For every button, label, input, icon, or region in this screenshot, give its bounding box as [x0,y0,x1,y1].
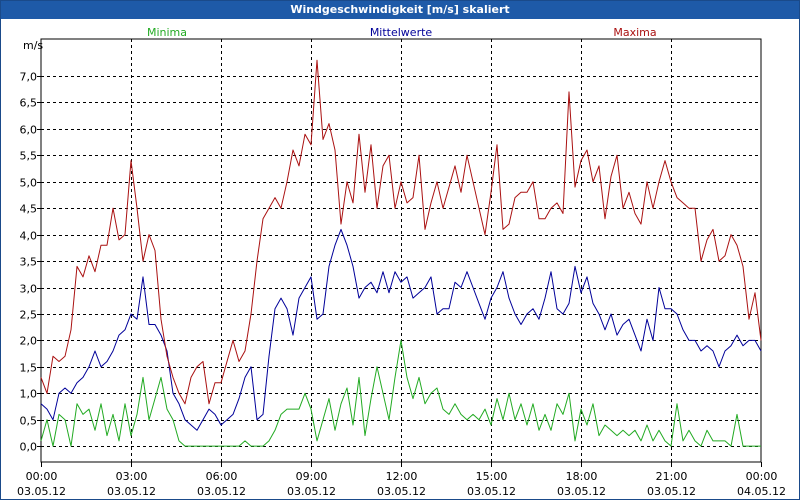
x-tick-date-label: 03.05.12 [647,485,696,498]
legend-entry-mittelwerte: Mittelwerte [370,26,433,39]
x-tick-time-label: 00:00 [746,470,778,483]
series-line-mittelwerte [40,228,762,431]
x-tick-time-label: 21:00 [656,470,688,483]
wind-speed-chart: 0,0 0,5 1,0 1,5 2,0 2,5 3,0 3,5 4,0 4,5 5,0 5,5 6,0 6… [17,26,786,498]
x-tick-date-label: 03.05.12 [197,485,246,498]
x-tick-time-label: 09:00 [296,470,328,483]
axis-layer: 0,0 0,5 1,0 1,5 2,0 2,5 3,0 3,5 4,0 4,5 5,0 5,5 6,0 6… [17,39,786,498]
x-tick-time-label: 15:00 [476,470,508,483]
chart-area: 0,0 0,5 1,0 1,5 2,0 2,5 3,0 3,5 4,0 4,5 5,0 5,5 6,0 6… [1,19,799,499]
y-tick-label: 6,0 [20,124,38,137]
series-layer [40,59,762,447]
x-tick-time-label: 03:00 [116,470,148,483]
y-tick-label: 1,0 [20,388,38,401]
x-tick-time-label: 12:00 [386,470,418,483]
x-tick-time-label: 06:00 [206,470,238,483]
y-tick-label: 5,0 [20,177,38,190]
series-line-minima [40,339,761,447]
y-tick-label: 3,5 [20,256,38,269]
y-tick-label: 1,5 [20,362,38,375]
x-tick-date-label: 04.05.12 [737,485,786,498]
grid-layer [40,38,762,463]
x-tick-date-label: 03.05.12 [377,485,426,498]
y-tick-label: 7,0 [20,71,38,84]
legend-layer: Minima Mittelwerte Maxima [147,26,657,39]
y-tick-label: 4,5 [20,203,38,216]
y-tick-label: 2,5 [20,309,38,322]
y-tick-label: 6,5 [20,97,38,110]
y-axis-label: m/s [23,39,43,52]
x-tick-date-label: 03.05.12 [467,485,516,498]
x-tick-date-label: 03.05.12 [107,485,156,498]
legend-entry-maxima: Maxima [613,26,656,39]
y-tick-label: 2,0 [20,335,38,348]
y-tick-label: 5,5 [20,150,38,163]
chart-title: Windgeschwindigkeit [m/s] skaliert [1,1,799,19]
y-tick-label: 0,0 [20,441,38,454]
x-tick-time-label: 00:00 [26,470,58,483]
y-tick-label: 4,0 [20,230,38,243]
x-tick-date-label: 03.05.12 [17,485,66,498]
series-line-maxima [40,59,762,405]
y-tick-label: 0,5 [20,415,38,428]
y-tick-label: 3,0 [20,283,38,296]
x-tick-date-label: 03.05.12 [287,485,336,498]
legend-entry-minima: Minima [147,26,187,39]
x-tick-date-label: 03.05.12 [557,485,606,498]
x-tick-time-label: 18:00 [566,470,598,483]
